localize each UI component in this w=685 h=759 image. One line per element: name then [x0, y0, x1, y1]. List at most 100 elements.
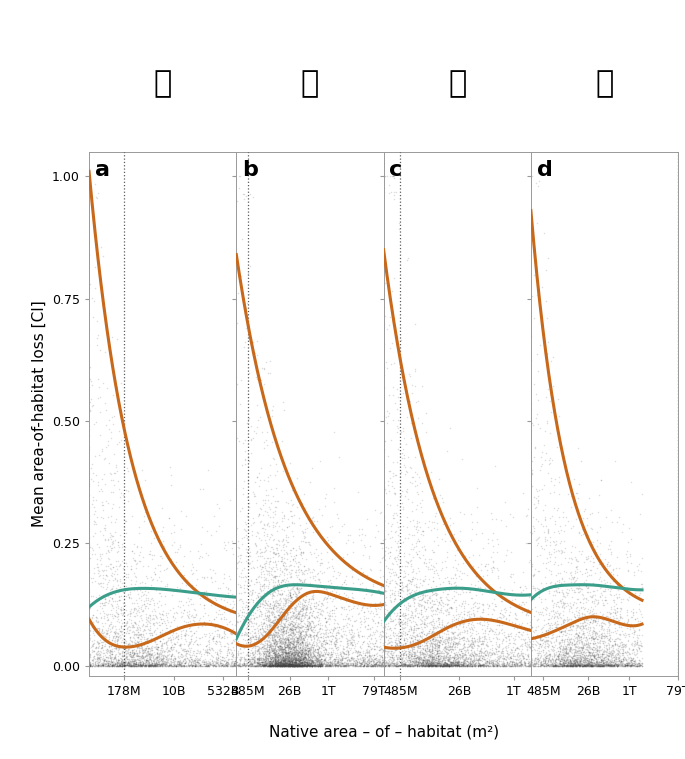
- Point: [176, 644, 187, 656]
- Point: [415, 658, 426, 670]
- Point: [117, 489, 128, 501]
- Point: [261, 580, 272, 592]
- Point: [284, 603, 295, 615]
- Point: [625, 660, 636, 672]
- Point: [566, 659, 577, 671]
- Point: [242, 546, 253, 559]
- Point: [120, 659, 131, 671]
- Point: [327, 655, 338, 667]
- Point: [150, 610, 161, 622]
- Point: [230, 609, 241, 621]
- Point: [234, 623, 245, 635]
- Point: [535, 606, 546, 619]
- Point: [206, 529, 216, 541]
- Point: [446, 657, 457, 669]
- Point: [126, 654, 137, 666]
- Point: [593, 644, 603, 656]
- Point: [116, 658, 127, 670]
- Point: [432, 657, 443, 669]
- Point: [525, 657, 536, 669]
- Point: [540, 657, 551, 669]
- Point: [548, 644, 559, 657]
- Point: [292, 652, 303, 664]
- Point: [275, 657, 286, 669]
- Point: [609, 657, 620, 669]
- Point: [364, 622, 375, 634]
- Point: [488, 660, 499, 672]
- Point: [293, 658, 304, 670]
- Point: [136, 649, 147, 661]
- Point: [334, 526, 345, 538]
- Point: [285, 660, 296, 672]
- Point: [439, 648, 450, 660]
- Point: [584, 641, 595, 653]
- Point: [144, 660, 155, 672]
- Point: [412, 486, 423, 498]
- Point: [354, 631, 365, 643]
- Point: [88, 501, 99, 513]
- Point: [547, 653, 558, 666]
- Point: [588, 646, 599, 658]
- Point: [538, 479, 549, 491]
- Point: [292, 657, 303, 669]
- Point: [316, 656, 327, 668]
- Point: [269, 653, 280, 665]
- Point: [383, 606, 394, 618]
- Point: [147, 660, 158, 672]
- Point: [316, 653, 327, 665]
- Point: [324, 630, 335, 642]
- Point: [281, 546, 292, 558]
- Point: [521, 653, 532, 665]
- Point: [403, 659, 414, 671]
- Point: [475, 659, 486, 671]
- Point: [217, 650, 228, 663]
- Point: [591, 598, 602, 610]
- Point: [244, 587, 255, 600]
- Point: [412, 395, 423, 408]
- Point: [570, 660, 581, 672]
- Point: [310, 659, 321, 671]
- Point: [576, 658, 587, 670]
- Point: [601, 610, 612, 622]
- Point: [260, 657, 271, 669]
- Point: [271, 660, 282, 672]
- Point: [422, 596, 433, 608]
- Point: [280, 631, 291, 644]
- Point: [283, 655, 294, 667]
- Point: [378, 659, 389, 671]
- Point: [374, 656, 385, 668]
- Point: [296, 653, 307, 666]
- Point: [88, 417, 99, 430]
- Point: [359, 656, 370, 668]
- Point: [255, 502, 266, 515]
- Point: [282, 653, 292, 665]
- Point: [567, 598, 578, 610]
- Point: [286, 564, 297, 576]
- Point: [306, 660, 317, 672]
- Point: [259, 642, 270, 654]
- Point: [549, 641, 560, 653]
- Point: [129, 657, 140, 669]
- Point: [185, 593, 196, 605]
- Point: [440, 659, 451, 671]
- Point: [560, 660, 571, 672]
- Point: [145, 620, 155, 632]
- Point: [252, 653, 263, 665]
- Point: [252, 659, 263, 671]
- Point: [268, 597, 279, 609]
- Point: [541, 625, 552, 637]
- Point: [525, 637, 536, 649]
- Point: [572, 650, 583, 663]
- Point: [417, 657, 428, 669]
- Point: [95, 578, 106, 590]
- Point: [560, 649, 571, 661]
- Point: [419, 603, 429, 615]
- Point: [251, 601, 262, 613]
- Point: [493, 611, 504, 623]
- Point: [355, 659, 366, 671]
- Point: [515, 655, 526, 667]
- Point: [188, 614, 199, 626]
- Point: [302, 619, 313, 631]
- Point: [445, 656, 456, 668]
- Point: [290, 621, 301, 633]
